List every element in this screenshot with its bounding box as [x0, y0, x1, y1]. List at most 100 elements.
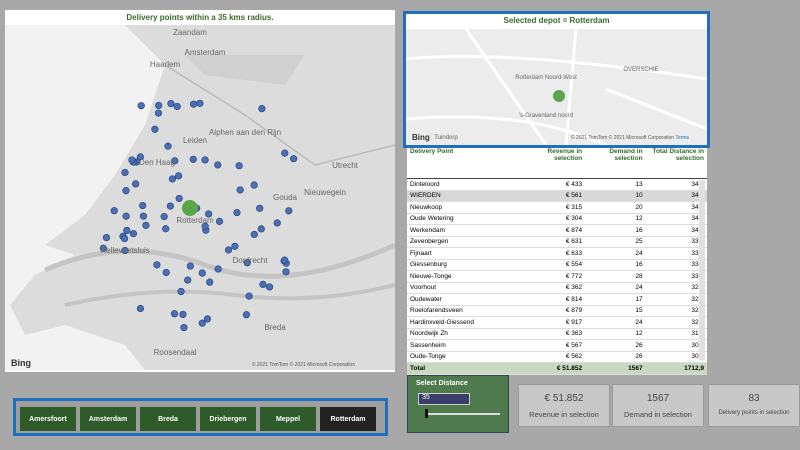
land	[10, 25, 395, 370]
delivery-point	[242, 311, 251, 319]
delivery-point	[203, 315, 212, 323]
delivery-point	[245, 292, 253, 300]
depot-slicer: Amersfoort Amsterdam Breda Driebergen Meppel…	[13, 398, 388, 436]
delivery-point	[205, 210, 213, 218]
delivery-point	[282, 268, 290, 276]
table-cell: 33,1	[645, 270, 707, 283]
attribution-text: © 2021 TomTom © 2021 Microsoft Corporati…	[570, 135, 675, 141]
delivery-point	[173, 102, 181, 111]
delivery-point	[224, 246, 233, 254]
table-row[interactable]: WIERDEN € 561 10 34,6	[407, 190, 707, 202]
distance-input[interactable]: 35	[418, 393, 470, 405]
bing-logo: Bing	[412, 133, 430, 142]
delivery-point	[256, 204, 264, 212]
delivery-point	[265, 283, 274, 291]
map-label: Rotterdam Noord-West	[515, 75, 577, 81]
table-cell: Voorhout	[407, 282, 524, 294]
table-cell: 33,8	[645, 247, 707, 260]
delivery-point	[285, 207, 293, 215]
attribution: © 2021 TomTom © 2021 Microsoft Corporati…	[251, 362, 355, 368]
delivery-point	[123, 226, 131, 235]
depot-button[interactable]: Amersfoort	[20, 407, 76, 431]
table-cell: 24	[585, 316, 646, 329]
table-cell: 34,2	[645, 213, 707, 225]
table-cell: Fijnaart	[407, 247, 524, 260]
map-visual: Delivery points within a 35 kms radius. …	[5, 10, 395, 372]
table-cell: Oudewater	[407, 293, 524, 306]
table-cell: € 567	[523, 339, 586, 352]
kpi-label: Demand in selection	[624, 410, 692, 419]
column-header: Demand in selection	[585, 148, 646, 179]
total-cell: € 51.852	[523, 362, 586, 375]
table-cell: 33,9	[645, 236, 707, 248]
table-row[interactable]: Roelofarendsveen € 879 15 32,1	[407, 305, 707, 317]
map-label: Hellevoetsluis	[100, 246, 149, 255]
table-cell: 30,8	[645, 339, 707, 352]
delivery-point	[235, 162, 243, 170]
delivery-point	[215, 217, 224, 225]
table-row[interactable]: Noordwijk Zh € 363 12 31,9	[407, 328, 707, 340]
table-row[interactable]: Giessenburg € 554 16 33,6	[407, 259, 707, 271]
table-cell: € 874	[523, 224, 586, 237]
table-row[interactable]: Sassenheim € 567 26 30,8	[407, 339, 707, 352]
delivery-point	[151, 125, 159, 133]
table-cell: Dinteloord	[407, 178, 524, 191]
map-label: Breda	[264, 323, 286, 332]
map-label: Haarlem	[150, 60, 181, 69]
table-row[interactable]: Hardinxveld-Giessend € 917 24 32,0	[407, 316, 707, 329]
table-row[interactable]: Nieuwkoop € 315 20 34,5	[407, 201, 707, 214]
river	[64, 283, 395, 307]
depot-button[interactable]: Driebergen	[200, 407, 256, 431]
table-cell: € 562	[523, 351, 586, 363]
delivery-point	[259, 280, 267, 289]
table-cell: € 879	[523, 305, 586, 317]
table-cell: Roelofarendsveen	[407, 305, 524, 317]
table-row[interactable]: Oude-Tonge € 562 26 30,5	[407, 351, 707, 363]
table-cell: € 633	[523, 247, 586, 260]
delivery-point	[155, 101, 163, 110]
table-cell: Giessenburg	[407, 259, 524, 271]
table-cell: 24	[585, 282, 646, 294]
table-cell: 34,5	[645, 201, 707, 214]
table-row[interactable]: Dinteloord € 433 13 34,9	[407, 178, 707, 191]
table-row[interactable]: Nieuwe-Tonge € 772 28 33,1	[407, 270, 707, 283]
kpi-value: 83	[748, 393, 760, 404]
table-row[interactable]: Voorhout € 362 24 32,8	[407, 282, 707, 294]
map-label: Dordrecht	[232, 256, 268, 265]
depot-button[interactable]: Amsterdam	[80, 407, 136, 431]
table-row[interactable]: Werkendam € 874 16 34,1	[407, 224, 707, 237]
table-visual: Delivery Point Revenue in selection Demand…	[407, 148, 707, 375]
delivery-point	[99, 244, 107, 252]
table-cell: 16	[585, 259, 646, 271]
table-row[interactable]: Oudewater € 814 17 32,6	[407, 293, 707, 306]
table-row[interactable]: Zevenbergen € 631 25 33,9	[407, 236, 707, 248]
slicer-title: Select Distance	[416, 380, 468, 387]
table-cell: 16	[585, 224, 646, 237]
delivery-point	[231, 242, 239, 250]
table-cell: Oude Wetering	[407, 213, 524, 225]
terms-link[interactable]: Terms	[675, 135, 689, 141]
road	[164, 64, 395, 166]
column-header: Total Distance in selection	[645, 148, 707, 179]
delivery-point	[189, 100, 198, 108]
table-cell: 32,6	[645, 293, 707, 306]
delivery-point	[206, 278, 214, 286]
map-label: Alphen aan den Rijn	[209, 128, 281, 137]
delivery-point	[121, 246, 129, 255]
map: Amsterdam Haarlem Leiden Den Haag Rotterdam U…	[5, 25, 395, 370]
table-cell: € 362	[523, 282, 586, 294]
slider-handle[interactable]	[425, 409, 428, 418]
depot-button[interactable]: Rotterdam	[320, 407, 376, 431]
delivery-point	[273, 219, 281, 227]
scrollbar[interactable]	[699, 180, 705, 360]
delivery-point	[214, 161, 222, 169]
total-cell: 1712,9	[645, 362, 707, 375]
depot-button[interactable]: Meppel	[260, 407, 316, 431]
depot-map: Rotterdam Noord-West 's-Gravenland noord O…	[406, 29, 707, 145]
table-row[interactable]: Oude Wetering € 304 12 34,2	[407, 213, 707, 225]
delivery-point	[236, 186, 244, 194]
delivery-point	[166, 202, 174, 210]
table-row[interactable]: Fijnaart € 633 24 33,8	[407, 247, 707, 260]
table-cell: € 304	[523, 213, 586, 225]
depot-button[interactable]: Breda	[140, 407, 196, 431]
